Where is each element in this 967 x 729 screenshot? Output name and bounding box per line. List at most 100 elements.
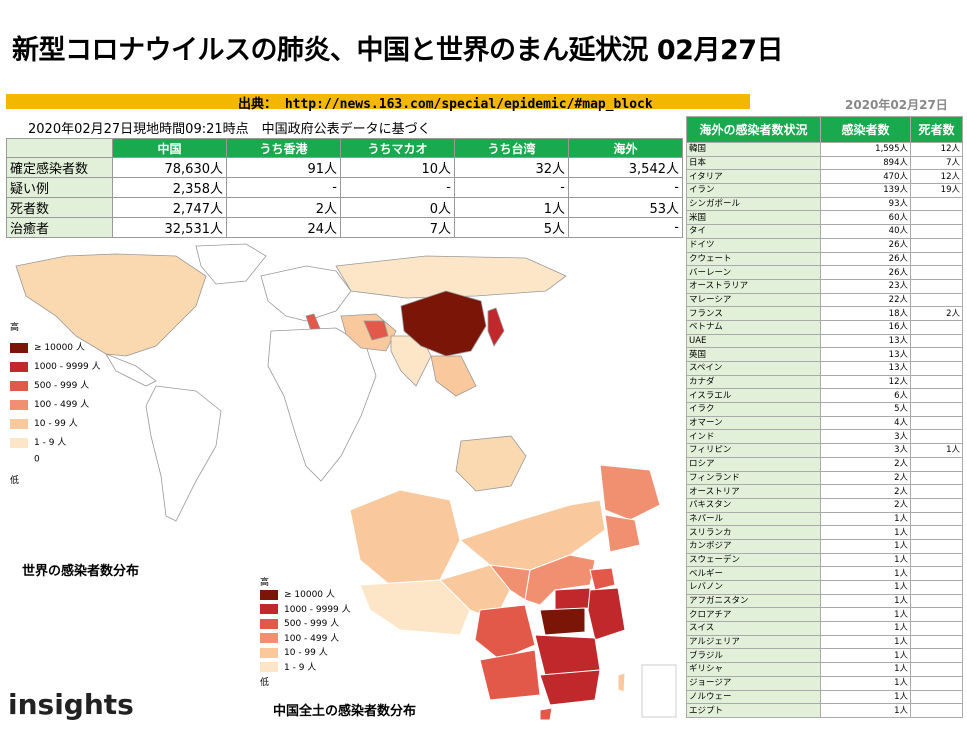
subheading: 2020年02月27日現地時間09:21時点 中国政府公表データに基づく: [28, 122, 431, 137]
case-count: 12人: [820, 374, 911, 390]
case-count: 2人: [820, 497, 911, 513]
legend-swatch: [260, 618, 278, 629]
case-count: 18人: [820, 306, 911, 321]
table-row: フィリピン 3人 1人: [686, 443, 963, 458]
case-count: 1人: [820, 662, 911, 677]
map-australia: [455, 435, 527, 492]
death-count: [910, 347, 963, 362]
legend-swatch: [10, 418, 28, 429]
table-cell: -: [568, 217, 683, 238]
table-row: 韓国 1,595人 12人: [686, 142, 963, 157]
table-row: シンガポール 93人: [686, 196, 963, 212]
country-name: スリランカ: [686, 525, 821, 540]
map-greenland: [195, 243, 267, 285]
death-count: [910, 415, 963, 431]
case-count: 4人: [820, 415, 911, 431]
table-row: ジョージア 1人: [686, 675, 963, 691]
row-label: 死者数: [6, 197, 113, 218]
table-row: オーストラリア 23人: [686, 278, 963, 294]
world-map: [15, 243, 567, 522]
table-row: 死者数 2,747人 2人 0人 1人 53人: [6, 197, 683, 218]
country-name: 日本: [686, 155, 821, 171]
death-count: [910, 402, 963, 417]
map-russia: [335, 255, 567, 299]
case-count: 1人: [820, 703, 911, 718]
country-name: スペイン: [686, 361, 821, 376]
table-row: UAE 13人: [686, 333, 963, 349]
table-row: ベルギー 1人: [686, 566, 963, 581]
legend-label: ≥ 10000 人: [34, 343, 85, 353]
case-count: 26人: [820, 237, 911, 253]
legend-low: 低: [10, 476, 20, 486]
table-cell: 2人: [226, 197, 341, 218]
table-cell: 32,531人: [112, 217, 227, 238]
table-row: タイ 40人: [686, 224, 963, 239]
case-count: 5人: [820, 402, 911, 417]
case-count: 1人: [820, 538, 911, 554]
table-row: ノルウェー 1人: [686, 689, 963, 705]
map-north-america: [15, 253, 207, 357]
legend-swatch: [10, 399, 28, 410]
table-row: 英国 13人: [686, 347, 963, 362]
south-china-sea-inset: [641, 664, 677, 718]
legend-label: 1000 - 9999 人: [34, 362, 101, 372]
row-label: 確定感染者数: [6, 157, 113, 178]
death-count: [910, 278, 963, 294]
case-count: 60人: [820, 210, 911, 226]
death-count: [910, 361, 963, 376]
table-cell: -: [226, 177, 341, 198]
country-name: ベトナム: [686, 319, 821, 335]
legend-label: 1 - 9 人: [34, 438, 67, 448]
legend-label: 100 - 499 人: [34, 400, 90, 410]
table-row: エジプト 1人: [686, 703, 963, 718]
death-count: [910, 224, 963, 239]
death-count: [910, 497, 963, 513]
death-count: [910, 196, 963, 212]
country-name: パキスタン: [686, 497, 821, 513]
country-name: クロアチア: [686, 607, 821, 623]
table-row: クウェート 26人: [686, 251, 963, 267]
country-name: イラク: [686, 402, 821, 417]
legend-label: 1000 - 9999 人: [284, 604, 351, 615]
legend-item: ≥ 10000 人: [10, 340, 85, 353]
legend-item: 1000 - 9999 人: [10, 359, 101, 372]
death-count: [910, 374, 963, 390]
legend-swatch: [260, 604, 278, 614]
table-row: マレーシア 22人: [686, 292, 963, 308]
country-name: インド: [686, 429, 821, 445]
region-shandong: [589, 567, 616, 591]
table-cell: 24人: [226, 217, 341, 238]
table-row: ネパール 1人: [686, 511, 963, 527]
legend-swatch: [10, 342, 28, 353]
death-count: [910, 333, 963, 349]
table-cell: 53人: [568, 197, 683, 218]
region-southwest: [479, 649, 541, 701]
case-count: 1人: [820, 689, 911, 705]
death-count: 19人: [910, 183, 963, 198]
overseas-table: 海外の感染者数状況 感染者数 死者数 韓国 1,595人 12人 日本 894人 7人 イタリア…: [686, 116, 963, 718]
country-name: アルジェリア: [686, 634, 821, 650]
region-xinjiang: [350, 489, 461, 586]
case-count: 16人: [820, 319, 911, 335]
country-name: ギリシャ: [686, 662, 821, 677]
case-count: 2人: [820, 456, 911, 472]
case-count: 1人: [820, 566, 911, 581]
logo-text: insights: [8, 688, 134, 721]
case-count: 1人: [820, 621, 911, 636]
country-name: エジプト: [686, 703, 821, 718]
case-count: 1人: [820, 593, 911, 609]
table-row: ブラジル 1人: [686, 648, 963, 664]
region-guangdong: [539, 669, 601, 706]
table-cell: 2,747人: [112, 197, 227, 218]
table-row: アフガニスタン 1人: [686, 593, 963, 609]
table-cell: -: [568, 177, 683, 198]
table-cell: 2,358人: [112, 177, 227, 198]
legend-swatch: [10, 454, 28, 464]
death-count: [910, 675, 963, 691]
death-count: 1人: [910, 443, 963, 458]
column-header: うち台湾: [454, 138, 569, 158]
country-name: レバノン: [686, 580, 821, 595]
table-row: 疑い例 2,358人 - - - -: [6, 177, 683, 198]
case-count: 1人: [820, 648, 911, 664]
death-count: 12人: [910, 142, 963, 157]
